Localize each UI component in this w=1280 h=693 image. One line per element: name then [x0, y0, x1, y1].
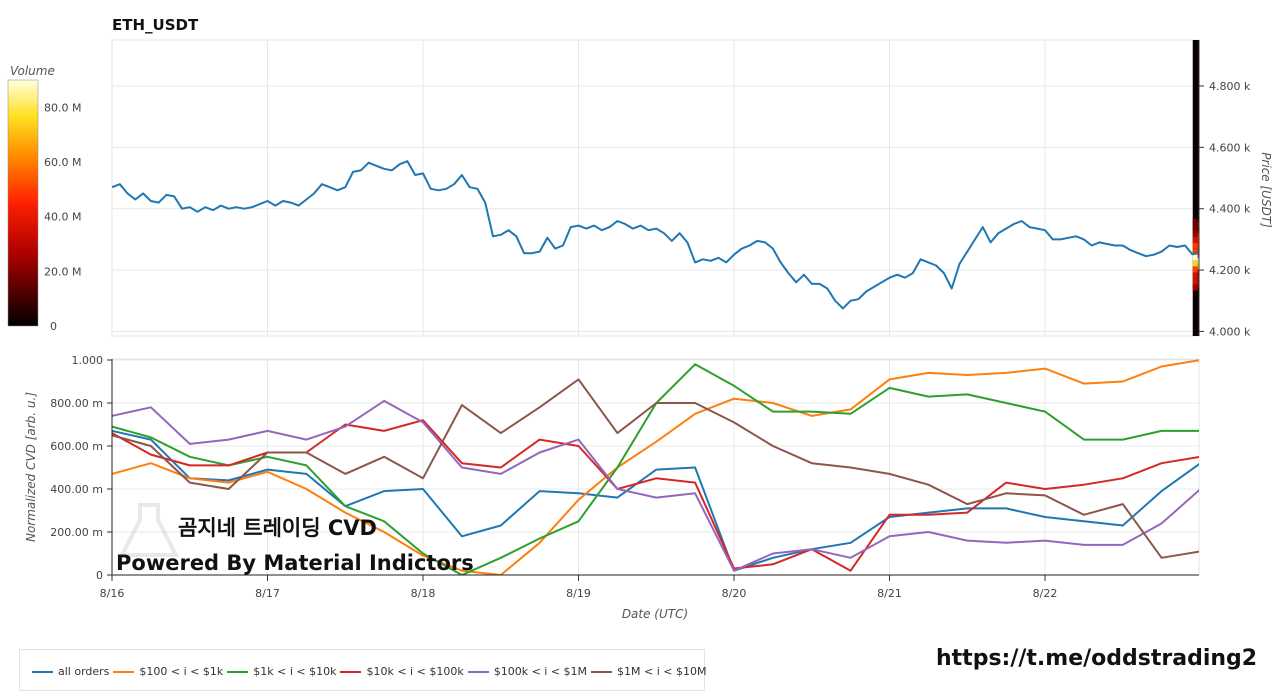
legend-items: all orders $100 < i < $1k $1k < i < $10k $1…: [32, 665, 710, 678]
legend-swatch: [467, 670, 489, 673]
cvd-ytick-label: 800.00 m: [50, 397, 103, 410]
heatmap-cell: [1197, 227, 1199, 234]
legend-item[interactable]: all orders: [32, 665, 109, 678]
cvd-series-line-1: [112, 359, 1199, 575]
korean-overlay-label: 곰지네 트레이딩 CVD: [178, 516, 377, 540]
cvd-xtick-label: 8/22: [1033, 587, 1058, 600]
heatmap-cell: [1192, 230, 1198, 237]
colorbar-tick-label: 0: [50, 320, 57, 333]
heatmap-cell: [1197, 275, 1199, 282]
heatmap-cell: [1197, 251, 1199, 258]
heatmap-cell: [1192, 284, 1198, 291]
legend-swatch: [340, 670, 362, 673]
cvd-ytick-label: 1.000: [72, 354, 104, 367]
cvd-series-line-4: [112, 399, 1199, 572]
price-ytick-label: 4.200 k: [1209, 264, 1251, 277]
material-indicators-watermark: [118, 503, 180, 557]
cvd-series-line-5: [112, 378, 1199, 559]
heatmap-cell: [1192, 242, 1198, 249]
cvd-ytick-label: 200.00 m: [50, 526, 103, 539]
heatmap-cell: [1197, 221, 1199, 228]
price-line-0: [112, 160, 1194, 310]
cvd-series-line-2: [112, 363, 1199, 575]
price-ytick-label: 4.000 k: [1209, 325, 1251, 338]
cvd-ytick-label: 0: [96, 569, 103, 582]
colorbar: [7, 79, 39, 327]
legend-label: $10k < i < $100k: [366, 665, 464, 678]
legend-label: $100k < i < $1M: [493, 665, 588, 678]
heatmap-cell: [1197, 269, 1199, 276]
heatmap-cell: [1197, 245, 1199, 252]
heatmap-cell: [1192, 260, 1198, 267]
legend-swatch: [32, 670, 53, 673]
cvd-xtick-label: 8/19: [566, 587, 591, 600]
heatmap-cell: [1192, 224, 1198, 231]
legend-item[interactable]: $10k < i < $100k: [340, 665, 464, 678]
cvd-axis-title: Normalized CVD [arb. u.]: [24, 392, 38, 542]
heatmap-cell: [1197, 239, 1199, 246]
legend-label: $1M < i < $10M: [617, 665, 707, 678]
price-ytick-label: 4.600 k: [1209, 141, 1251, 154]
heatmap-cell: [1192, 272, 1198, 279]
legend-item[interactable]: $100 < i < $1k: [113, 665, 223, 678]
powered-by-label: Powered By Material Indictors: [116, 551, 474, 575]
cvd-xtick-label: 8/21: [877, 587, 902, 600]
cvd-ytick-label: 400.00 m: [50, 483, 103, 496]
colorbar-tick-label: 60.0 M: [44, 156, 81, 169]
price-ytick-label: 4.400 k: [1209, 203, 1251, 216]
colorbar-tick-label: 20.0 M: [44, 265, 81, 278]
colorbar-tick-label: 40.0 M: [44, 211, 81, 224]
legend-swatch: [113, 670, 135, 673]
colorbar-title: Volume: [10, 64, 55, 78]
price-panel: [111, 39, 1200, 337]
colorbar-tick-label: 80.0 M: [44, 101, 81, 114]
legend: all orders $100 < i < $1k $1k < i < $10k $1…: [19, 649, 706, 691]
heatmap-cell: [1197, 257, 1199, 264]
price-axis-title: Price [USDT]: [1259, 152, 1273, 228]
cvd-xtick-label: 8/18: [411, 587, 436, 600]
chart-title: ETH_USDT: [112, 16, 199, 34]
heatmap-cell: [1197, 263, 1199, 270]
legend-swatch: [227, 670, 249, 673]
volume-heatmap-background: [1192, 40, 1199, 336]
legend-item[interactable]: $1k < i < $10k: [227, 665, 336, 678]
heatmap-cell: [1192, 248, 1198, 255]
heatmap-cell: [1192, 254, 1198, 261]
heatmap-cell: [1192, 266, 1198, 273]
legend-label: $1k < i < $10k: [253, 665, 337, 678]
price-ytick-label: 4.800 k: [1209, 80, 1251, 93]
telegram-link[interactable]: https://t.me/oddstrading2: [936, 646, 1258, 671]
heatmap-cell: [1192, 218, 1198, 225]
heatmap-cell: [1197, 281, 1199, 288]
heatmap-cell: [1197, 233, 1199, 240]
legend-item[interactable]: $100k < i < $1M: [467, 665, 588, 678]
cvd-panel: [111, 358, 1200, 576]
legend-label: all orders: [58, 665, 110, 678]
cvd-xtick-label: 8/20: [722, 587, 747, 600]
heatmap-cell: [1192, 278, 1198, 285]
cvd-ytick-label: 600.00 m: [50, 440, 103, 453]
x-axis-title: Date (UTC): [622, 607, 688, 621]
cvd-xtick-label: 8/16: [100, 587, 125, 600]
heatmap-cell: [1192, 236, 1198, 243]
legend-item[interactable]: $1M < i < $10M: [591, 665, 706, 678]
legend-label: $100 < i < $1k: [139, 665, 224, 678]
cvd-xtick-label: 8/17: [255, 587, 280, 600]
legend-swatch: [591, 670, 613, 673]
